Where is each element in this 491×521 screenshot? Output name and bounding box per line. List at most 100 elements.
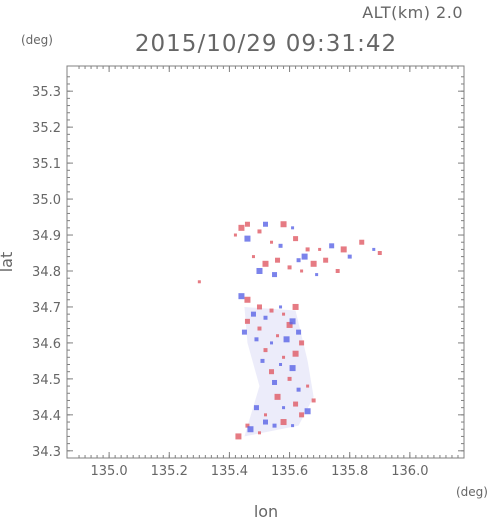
negative-point bbox=[263, 221, 268, 227]
positive-point bbox=[299, 412, 305, 418]
negative-point bbox=[279, 305, 283, 309]
negative-point bbox=[282, 406, 286, 410]
y-tick-label: 35.1 bbox=[32, 157, 61, 172]
negative-point bbox=[244, 235, 251, 242]
positive-point bbox=[280, 419, 287, 426]
negative-point bbox=[347, 254, 352, 259]
negative-point bbox=[260, 358, 265, 363]
y-tick-label: 34.3 bbox=[32, 445, 61, 460]
x-axis-title: lon bbox=[254, 502, 278, 521]
positive-point bbox=[318, 247, 322, 251]
positive-point bbox=[263, 348, 268, 353]
x-tick-label: 135.8 bbox=[331, 464, 368, 479]
positive-point bbox=[280, 221, 287, 228]
positive-point bbox=[292, 350, 299, 357]
x-tick-label: 136.0 bbox=[391, 464, 428, 479]
negative-point bbox=[279, 362, 283, 366]
y-tick-label: 34.6 bbox=[32, 337, 61, 352]
positive-point bbox=[269, 369, 275, 375]
positive-point bbox=[257, 431, 261, 435]
positive-point bbox=[238, 224, 245, 231]
positive-point bbox=[251, 255, 255, 259]
positive-point bbox=[292, 303, 299, 310]
negative-point bbox=[289, 365, 296, 372]
y-tick-label: 35.2 bbox=[32, 121, 61, 136]
negative-point bbox=[329, 243, 335, 249]
y-tick-label: 34.7 bbox=[32, 301, 61, 316]
negative-point bbox=[296, 387, 301, 392]
negative-point bbox=[272, 423, 277, 428]
positive-point bbox=[311, 398, 316, 403]
positive-point bbox=[306, 384, 310, 388]
positive-point bbox=[197, 280, 201, 284]
positive-point bbox=[300, 269, 304, 273]
negative-point bbox=[296, 258, 301, 263]
positive-point bbox=[305, 247, 310, 252]
positive-point bbox=[270, 240, 274, 244]
negative-point bbox=[256, 267, 263, 274]
negative-point bbox=[291, 226, 295, 230]
y-tick-label: 34.9 bbox=[32, 229, 61, 244]
y-tick-label: 35.3 bbox=[32, 85, 61, 100]
negative-point bbox=[291, 424, 295, 428]
positive-point bbox=[262, 260, 269, 267]
positive-point bbox=[293, 236, 299, 242]
negative-point bbox=[301, 253, 308, 260]
negative-point bbox=[315, 273, 319, 277]
negative-point bbox=[270, 341, 274, 345]
altitude-label: ALT(km) 2.0 bbox=[362, 3, 463, 22]
y-tick-label: 35.0 bbox=[32, 193, 61, 208]
negative-point bbox=[241, 329, 247, 335]
positive-point bbox=[340, 246, 347, 253]
x-tick-label: 135.4 bbox=[211, 464, 248, 479]
negative-point bbox=[289, 318, 296, 325]
positive-point bbox=[275, 257, 281, 263]
negative-point bbox=[250, 311, 256, 317]
negative-point bbox=[372, 247, 376, 251]
negative-point bbox=[247, 426, 254, 433]
y-axis-title: lat bbox=[0, 252, 16, 273]
negative-point bbox=[304, 408, 311, 415]
x-tick-label: 135.0 bbox=[90, 464, 127, 479]
positive-point bbox=[256, 304, 262, 310]
negative-point bbox=[263, 315, 268, 320]
positive-point bbox=[299, 340, 305, 346]
negative-point bbox=[254, 337, 259, 342]
x-tick-label: 135.2 bbox=[151, 464, 188, 479]
positive-point bbox=[287, 376, 292, 381]
plot-frame bbox=[66, 65, 465, 459]
positive-point bbox=[359, 239, 365, 245]
negative-point bbox=[253, 405, 259, 411]
positive-point bbox=[269, 308, 274, 313]
negative-point bbox=[278, 243, 283, 248]
positive-point bbox=[282, 355, 286, 359]
negative-point bbox=[296, 329, 302, 335]
positive-point bbox=[274, 393, 281, 400]
positive-point bbox=[235, 433, 242, 440]
positive-point bbox=[377, 251, 382, 256]
positive-point bbox=[244, 296, 251, 303]
positive-point bbox=[282, 312, 286, 316]
negative-point bbox=[283, 336, 290, 343]
positive-point bbox=[244, 318, 250, 324]
positive-point bbox=[293, 401, 299, 407]
negative-point bbox=[272, 379, 278, 385]
y-tick-label: 34.5 bbox=[32, 373, 61, 388]
positive-point bbox=[257, 326, 262, 331]
x-unit-label: (deg) bbox=[456, 485, 488, 499]
positive-point bbox=[257, 229, 262, 234]
positive-point bbox=[310, 260, 317, 267]
positive-point bbox=[287, 265, 292, 270]
axis-ticks: 34.3 34.4 34.5 34.6 34.7 34.8 34.9 35.0 35.1 35.2… bbox=[32, 66, 464, 479]
positive-point bbox=[276, 334, 280, 338]
negative-point bbox=[263, 419, 268, 425]
y-tick-label: 34.4 bbox=[32, 409, 61, 424]
positive-point bbox=[323, 257, 329, 263]
positive-point bbox=[335, 268, 340, 273]
negative-point bbox=[272, 272, 278, 278]
data-marks bbox=[197, 221, 382, 440]
positive-point bbox=[233, 233, 237, 237]
y-unit-label: (deg) bbox=[21, 33, 53, 47]
chart-title: 2015/10/29 09:31:42 bbox=[135, 31, 397, 57]
